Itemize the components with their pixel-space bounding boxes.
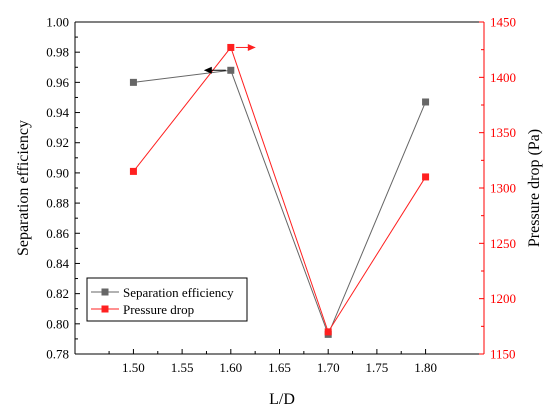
left-tick-label: 0.88 (46, 196, 69, 211)
x-axis-title: L/D (269, 391, 295, 408)
x-tick-label: 1.55 (171, 360, 194, 375)
left-tick-label: 0.90 (46, 165, 69, 180)
left-tick-label: 1.00 (46, 15, 69, 30)
right-tick-label: 1350 (490, 125, 516, 140)
x-tick-label: 1.75 (366, 360, 389, 375)
right-tick-label: 1200 (490, 291, 516, 306)
legend: Separation efficiency Pressure drop (86, 277, 248, 322)
right-tick-label: 1250 (490, 236, 516, 251)
right-arrow-head (247, 43, 256, 51)
data-point-efficiency (129, 78, 137, 86)
right-axis-ticks: 1150 1200 1250 1300 1350 1400 1450 (479, 15, 516, 362)
series-line-efficiency (133, 69, 427, 336)
x-tick-label: 1.80 (414, 360, 437, 375)
data-point-pressure (129, 167, 137, 175)
data-point-efficiency (422, 98, 430, 106)
left-tick-label: 0.84 (46, 256, 69, 271)
legend-label-pressure: Pressure drop (123, 302, 194, 317)
series-line-pressure (133, 46, 426, 334)
left-arrow-head (203, 66, 212, 74)
legend-label-efficiency: Separation efficiency (123, 285, 234, 300)
legend-box (86, 277, 248, 322)
right-axis-title: Pressure drop (Pa) (526, 129, 543, 247)
data-point-pressure (422, 173, 430, 181)
data-point-pressure (324, 328, 332, 336)
left-axis-ticks: 0.78 0.80 0.82 0.84 0.86 0.88 0.90 0.92 0.94 0.96… (46, 15, 80, 362)
left-tick-label: 0.80 (46, 316, 69, 331)
data-point-efficiency (227, 66, 235, 74)
series-layer (129, 43, 430, 338)
right-tick-label: 1150 (490, 347, 516, 362)
left-tick-label: 0.86 (46, 226, 69, 241)
data-point-pressure (227, 43, 235, 51)
x-tick-label: 1.65 (268, 360, 291, 375)
x-tick-label: 1.70 (317, 360, 340, 375)
x-tick-label: 1.60 (219, 360, 242, 375)
left-tick-label: 0.98 (46, 45, 69, 60)
right-tick-label: 1400 (490, 70, 516, 85)
axis-indicator-arrows (203, 43, 256, 74)
x-tick-label: 1.50 (122, 360, 145, 375)
right-tick-label: 1300 (490, 181, 516, 196)
left-tick-label: 0.78 (46, 347, 69, 362)
left-axis-title: Separation efficiency (15, 120, 32, 256)
left-tick-label: 0.96 (46, 75, 69, 90)
legend-marker-efficiency (101, 288, 109, 296)
left-tick-label: 0.92 (46, 135, 69, 150)
right-tick-label: 1450 (490, 15, 516, 30)
legend-marker-pressure (101, 305, 109, 313)
x-axis-ticks: 1.50 1.55 1.60 1.65 1.70 1.75 1.80 (108, 349, 437, 375)
left-tick-label: 0.94 (46, 105, 69, 120)
left-tick-label: 0.82 (46, 286, 69, 301)
